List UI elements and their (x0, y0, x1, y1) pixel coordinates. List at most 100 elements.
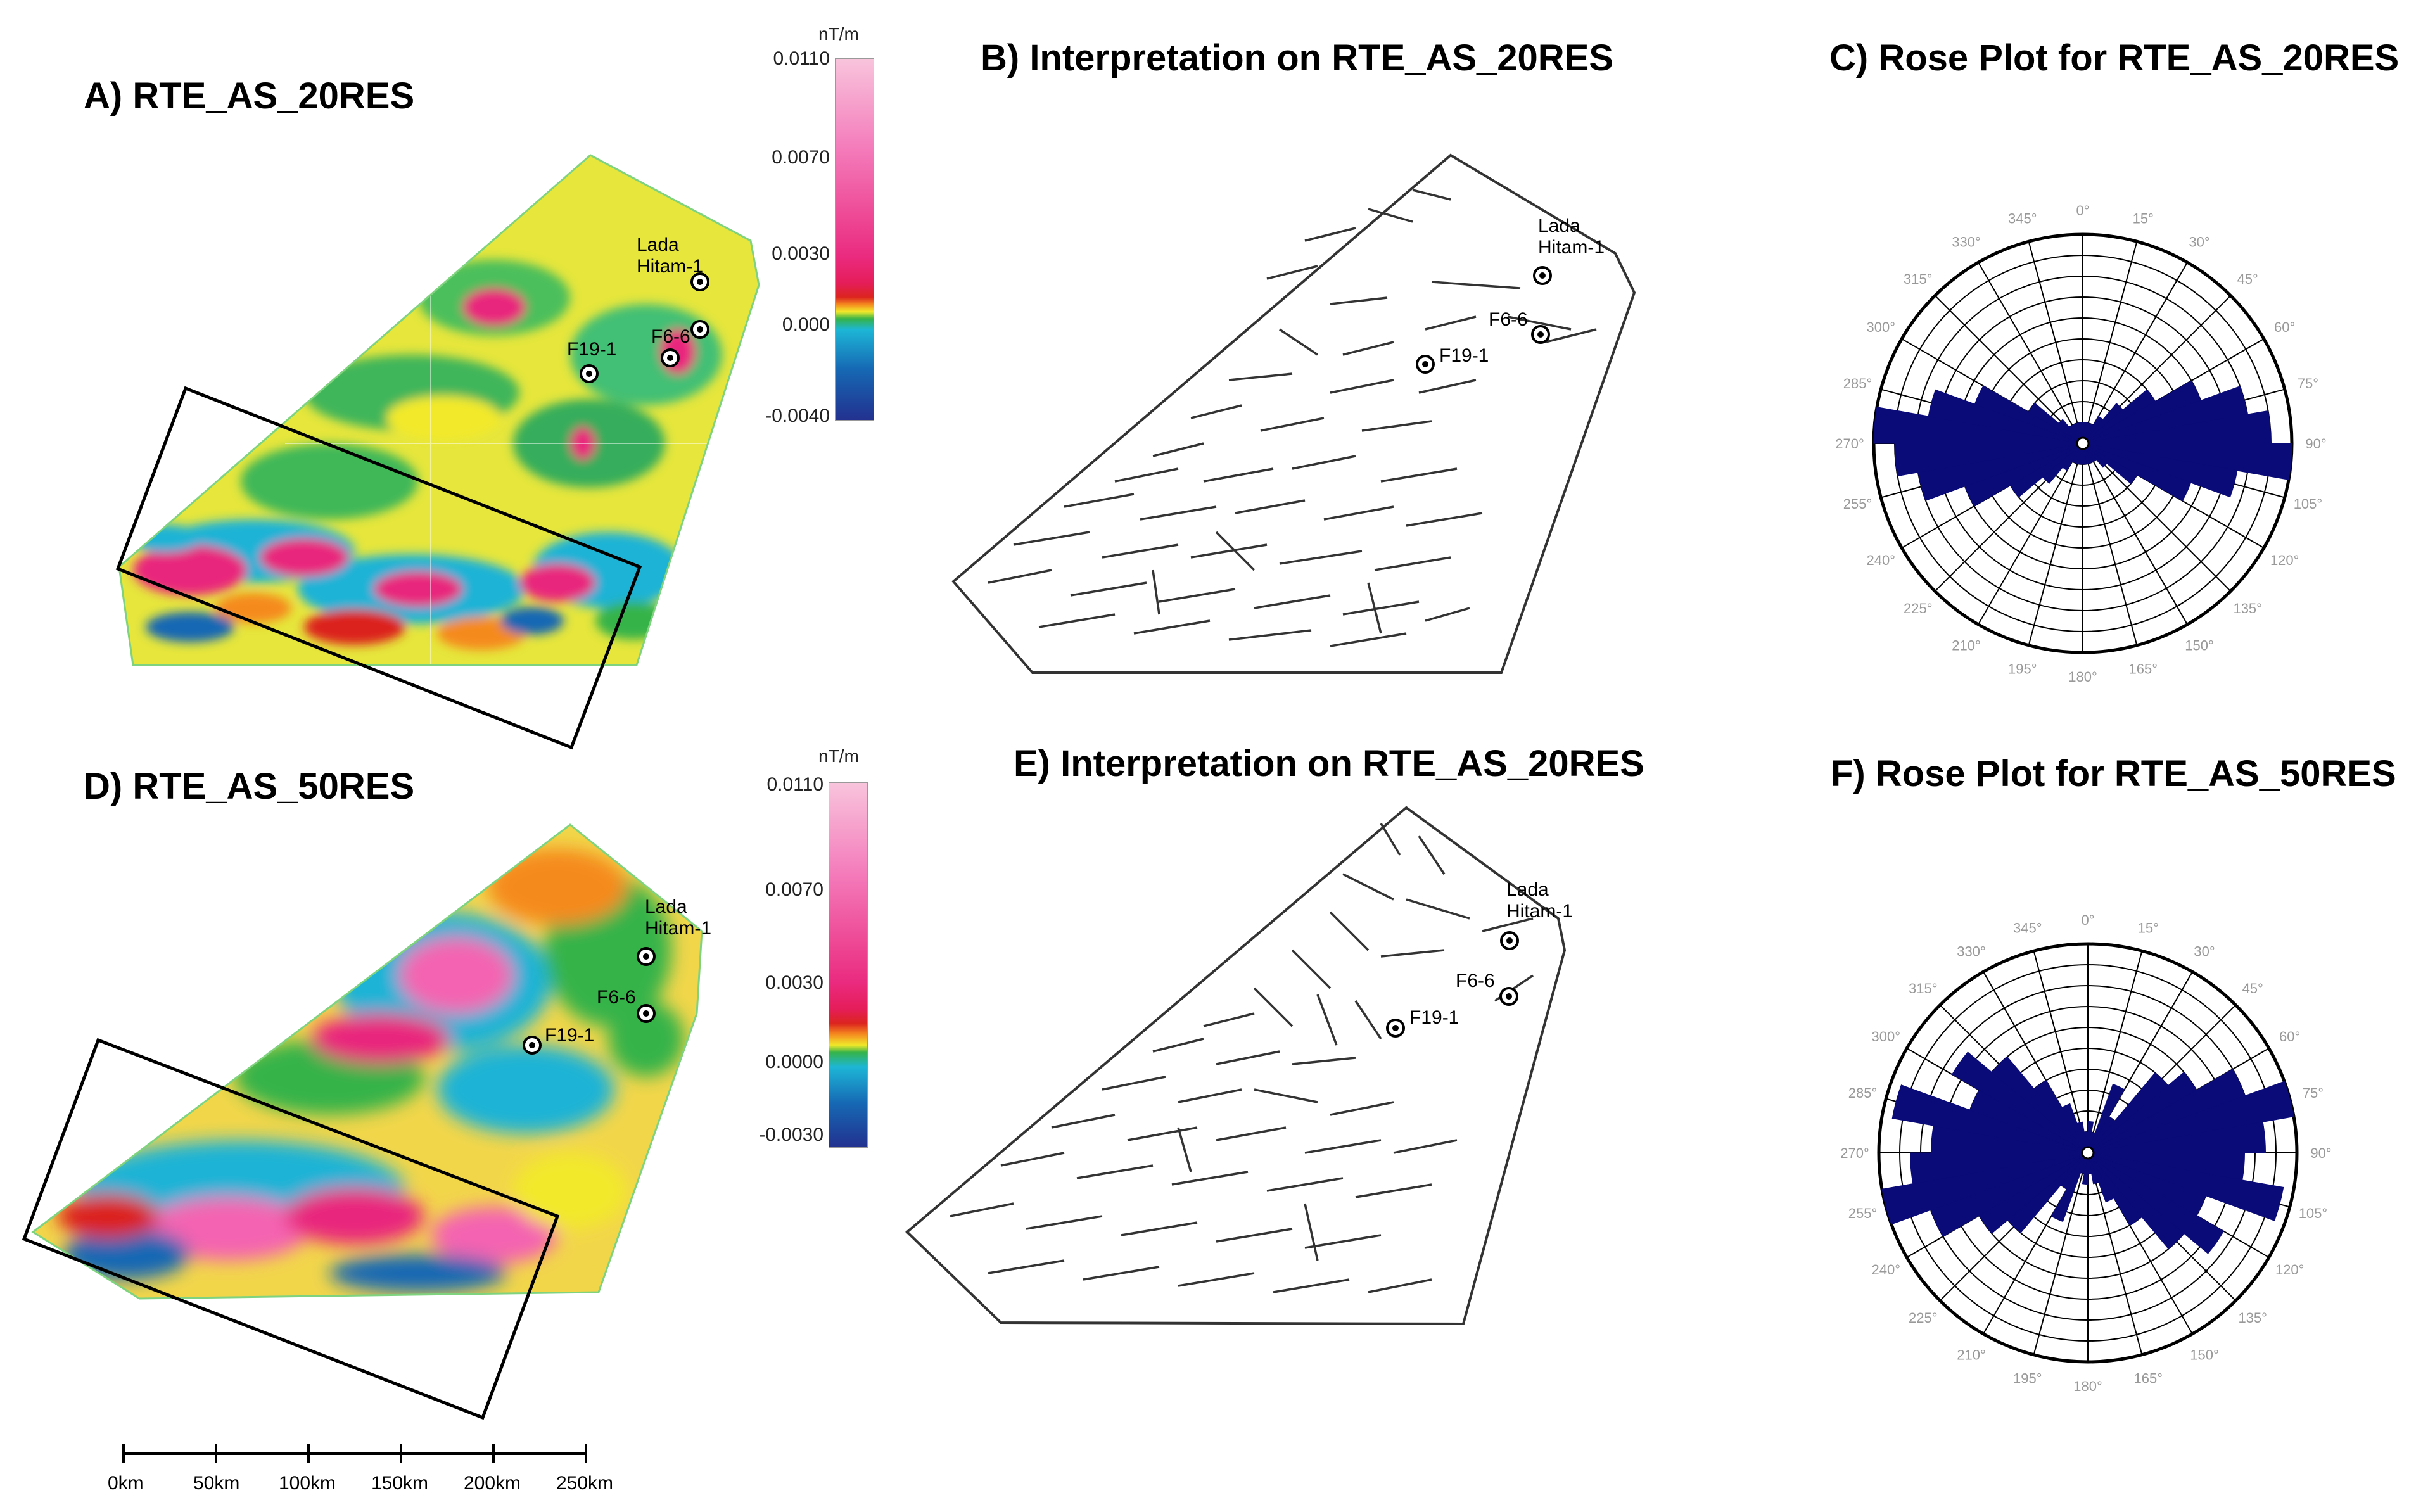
rose-f-angle-label: 180° (2073, 1378, 2102, 1394)
rose-f-spoke (1983, 1152, 2089, 1335)
rose-f-petal (2087, 1121, 2094, 1153)
rose-f-petal (2087, 1152, 2206, 1216)
rose-f-petal (1881, 1152, 2089, 1225)
rose-c-angle-label: 345° (2008, 211, 2037, 227)
rose-f-petal (2087, 1081, 2294, 1153)
rose-f-petal (2087, 1083, 2125, 1153)
rose-f-spoke (1906, 1152, 2089, 1258)
rose-c-petal (2082, 416, 2104, 444)
rose-c-petal (2082, 443, 2192, 502)
rose-c-petal (2071, 443, 2083, 464)
study-box-d (22, 1038, 560, 1420)
well-f19-d (523, 1036, 542, 1055)
well-lada-e (1500, 931, 1519, 950)
rose-f-ring (1920, 985, 2256, 1321)
rose-c-spoke (1978, 262, 2083, 444)
rose-c-angle-label: 0° (2076, 203, 2089, 219)
rose-c-ring (1957, 317, 2209, 569)
well-label-lada-b: Lada Hitam-1 (1538, 215, 1605, 258)
well-label-f19-a: F19-1 (567, 339, 617, 360)
colorbar-top-tick-1: 0.0070 (772, 147, 830, 168)
rose-c-petal (2028, 402, 2083, 444)
rose-f-petal (2087, 1121, 2267, 1153)
rose-c-spoke (1901, 443, 2083, 549)
rose-f-spoke (2033, 1152, 2089, 1356)
colorbar-top-tick-4: -0.0040 (765, 405, 830, 426)
rose-c-petal (2082, 443, 2108, 468)
rose-f-petal (2087, 1152, 2142, 1226)
rose-c-angle-label: 150° (2185, 638, 2214, 654)
rose-f-petal (2087, 1069, 2246, 1153)
panel-f-title: F) Rose Plot for RTE_AS_50RES (1831, 753, 2396, 794)
rose-c-spoke (2028, 241, 2083, 444)
rose-c-petal (2062, 443, 2083, 471)
rose-f-petal (2087, 1072, 2169, 1153)
rose-f-petal (2087, 1152, 2225, 1254)
rose-f-petal (2087, 1152, 2284, 1221)
rose-c-petal (1894, 443, 2083, 477)
well-f6-b (1531, 325, 1550, 344)
rose-f-ring (2066, 1131, 2109, 1174)
rose-f-angle-label: 90° (2310, 1145, 2331, 1161)
rose-f-angle-label: 105° (2299, 1205, 2328, 1221)
rose-f-angle-label: 285° (1848, 1085, 1878, 1101)
rose-f-petal (2076, 1121, 2089, 1153)
rose-c-angle-label: 60° (2274, 319, 2295, 335)
rose-c-petal (2069, 424, 2083, 444)
rose-c-spoke (1934, 443, 2083, 592)
rose-f-angle-label: 15° (2138, 920, 2159, 936)
rose-f-petal (1909, 1152, 2089, 1185)
rose-f-petal (2061, 1103, 2089, 1153)
rose-c-ring (1936, 296, 2230, 590)
colorbar-top-tick-0: 0.0110 (773, 48, 830, 69)
study-box-a (115, 386, 642, 750)
rose-f-petal (1991, 1056, 2089, 1153)
rose-c-ring (2019, 380, 2146, 507)
well-label-f6-b: F6-6 (1489, 309, 1528, 330)
scale-label-0: 0km (108, 1473, 144, 1494)
rose-c-ring (1894, 255, 2272, 632)
rose-f-angle-label: 60° (2279, 1029, 2300, 1045)
panel-d-title: D) RTE_AS_50RES (84, 766, 415, 807)
rose-f-spoke (1939, 1004, 2089, 1153)
well-lada-b (1533, 266, 1552, 285)
rose-f-spoke (2087, 1152, 2193, 1335)
rose-f-spoke (1939, 1152, 2089, 1302)
well-f6-d (637, 1004, 656, 1023)
well-label-f6-e: F6-6 (1456, 970, 1495, 991)
rose-c-ring (1915, 276, 2251, 611)
rose-f-spoke (2087, 1152, 2237, 1302)
rose-c-petal (2082, 443, 2087, 465)
rose-f-petal (2087, 1072, 2197, 1153)
scale-label-5: 250km (556, 1473, 614, 1494)
rose-f-petal (2007, 1152, 2089, 1234)
colorbar-bottom-tick-4: -0.0030 (759, 1124, 823, 1145)
rose-c-spoke (1934, 295, 2083, 444)
rose-f-angle-label: 120° (2275, 1262, 2305, 1278)
rose-f-petal (2080, 1152, 2089, 1174)
map-d-anomaly-field (33, 825, 702, 1299)
rose-c-angle-label: 240° (1867, 552, 1896, 568)
rose-f-petal (2087, 1116, 2116, 1153)
rose-c-spoke (2082, 443, 2138, 646)
colorbar-top-tick-2: 0.0030 (772, 243, 830, 264)
rose-c-petal (1873, 407, 2083, 444)
colorbar-bottom-unit: nT/m (818, 746, 859, 766)
rose-f-angle-label: 315° (1909, 981, 1938, 996)
interpretation-e (905, 806, 1567, 1326)
rose-c-spoke (2082, 262, 2188, 444)
well-label-f19-e: F19-1 (1409, 1007, 1459, 1028)
rose-c-petal (2082, 443, 2292, 480)
rose-f-petal (1969, 1090, 2089, 1153)
rose-f-petal (2087, 1131, 2095, 1153)
scale-label-4: 200km (464, 1473, 521, 1494)
well-f6b-a (661, 348, 680, 367)
rose-f-petal (1930, 1125, 2089, 1153)
rose-c-petal (2082, 403, 2123, 444)
well-lada-d (637, 947, 656, 966)
rose-c-petal (2082, 443, 2238, 498)
rose-c-petal (2082, 443, 2090, 465)
rose-f-spoke (1885, 1152, 2089, 1208)
rose-c-petal (2075, 443, 2083, 465)
rose-c-petal (2082, 443, 2094, 464)
